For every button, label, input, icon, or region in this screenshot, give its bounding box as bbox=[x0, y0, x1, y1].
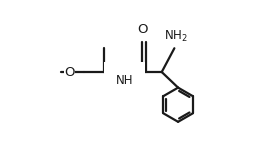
Text: NH$_2$: NH$_2$ bbox=[164, 29, 188, 44]
Text: O: O bbox=[64, 66, 74, 79]
Text: NH: NH bbox=[116, 74, 133, 87]
Text: O: O bbox=[137, 23, 148, 36]
